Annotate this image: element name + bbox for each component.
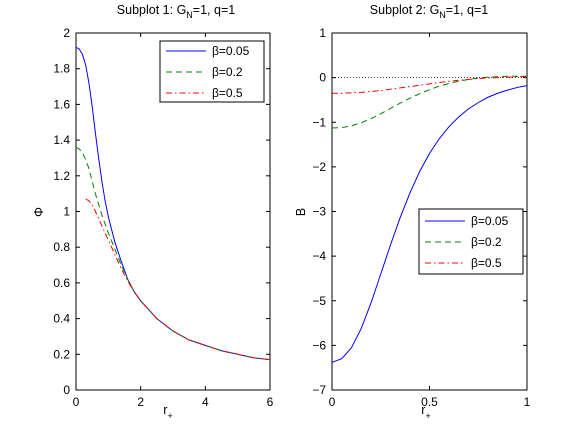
subplot-1-xlabel: r+ xyxy=(163,403,172,421)
y-tick-label: 0 xyxy=(63,383,70,397)
legend-label-beta-0.5: β=0.5 xyxy=(212,86,243,100)
subplot-2-legend: β=0.05 β=0.2 β=0.5 xyxy=(418,208,524,275)
legend-label-beta-0.2: β=0.2 xyxy=(212,65,243,79)
subplot-2-ticks: 0 0.5 1 −7 −6 −5 −4 −3 −2 −1 0 1 xyxy=(312,26,530,409)
legend-label-beta-0.2: β=0.2 xyxy=(471,235,502,249)
x-tick-label: 6 xyxy=(267,395,274,409)
x-tick-label: 0.5 xyxy=(421,395,438,409)
y-tick-label: 1 xyxy=(319,26,326,40)
subplot-1-legend: β=0.05 β=0.2 β=0.5 xyxy=(159,40,265,103)
x-tick-label: 1 xyxy=(524,395,531,409)
y-tick-label: 0.2 xyxy=(53,347,70,361)
y-tick-label: 0.4 xyxy=(53,312,70,326)
series-line--0.5 xyxy=(85,198,271,361)
y-tick-label: 1.4 xyxy=(53,133,70,147)
y-tick-label: 0.8 xyxy=(53,240,70,254)
legend-label-beta-0.05: β=0.05 xyxy=(212,44,250,58)
y-tick-label: 0 xyxy=(319,71,326,85)
y-tick-label: −7 xyxy=(312,383,326,397)
subplot-2: Subplot 2: GN=1, q=1 0 0.5 1 −7 −6 −5 −4 −3 −2 −1… xyxy=(294,3,531,421)
subplot-1-ticks: 0 2 4 6 0 0.2 0.4 0.6 0.8 1 1.2 1.4 1.6 1.8 2 xyxy=(53,26,273,409)
y-tick-label: 2 xyxy=(63,26,70,40)
legend-label-beta-0.05: β=0.05 xyxy=(471,214,509,228)
series-line--0.5 xyxy=(332,75,528,94)
y-tick-label: −4 xyxy=(312,249,326,263)
series-line--0.2 xyxy=(75,146,271,361)
x-tick-label: 0 xyxy=(73,395,80,409)
y-tick-label: −2 xyxy=(312,160,326,174)
subplot-2-ylabel: B xyxy=(294,208,308,216)
y-tick-label: −1 xyxy=(312,115,326,129)
y-tick-label: 1.2 xyxy=(53,169,70,183)
legend-label-beta-0.5: β=0.5 xyxy=(471,256,502,270)
y-tick-label: 1.6 xyxy=(53,97,70,111)
subplot-1-series xyxy=(75,46,271,361)
y-tick-label: 0.6 xyxy=(53,276,70,290)
y-tick-label: −3 xyxy=(312,205,326,219)
subplot-1-title: Subplot 1: GN=1, q=1 xyxy=(117,3,235,20)
subplot-1: Subplot 1: GN=1, q=1 0 2 4 6 0 0.2 0.4 0.6 0.8 1 1… xyxy=(32,3,274,421)
subplot-2-title: Subplot 2: GN=1, q=1 xyxy=(370,3,488,20)
x-tick-label: 2 xyxy=(137,395,144,409)
subplot-2-xlabel: r+ xyxy=(421,403,430,421)
y-tick-label: 1.8 xyxy=(53,62,70,76)
subplot-1-ylabel: Φ xyxy=(32,207,46,217)
y-tick-label: −5 xyxy=(312,294,326,308)
series-line--0.2 xyxy=(331,75,527,129)
x-tick-label: 4 xyxy=(202,395,209,409)
y-tick-label: 1 xyxy=(63,205,70,219)
subplot-2-series xyxy=(331,75,528,363)
y-tick-label: −6 xyxy=(312,338,326,352)
x-tick-label: 0 xyxy=(329,395,336,409)
series-line--0.05 xyxy=(331,85,528,363)
